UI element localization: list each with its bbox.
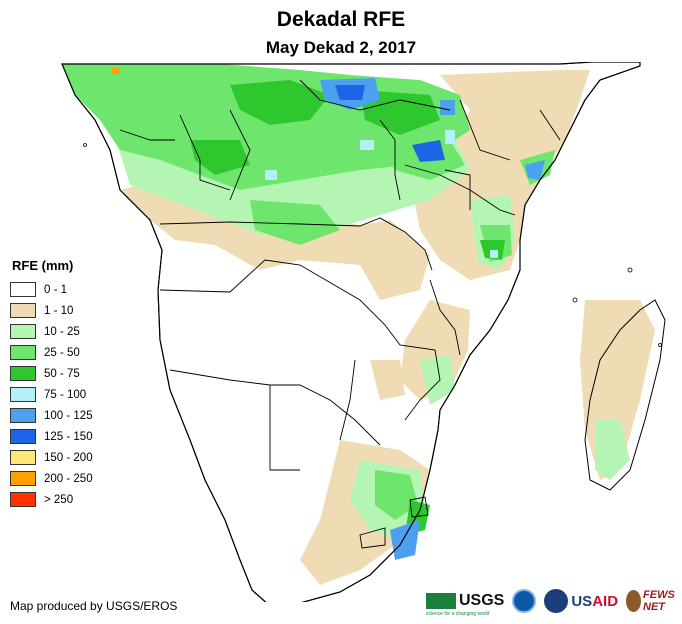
legend-rows: 0 - 1 1 - 10 10 - 25 25 - 50 50 - 75 75 - 100… (10, 279, 130, 510)
legend-label: 150 - 200 (44, 451, 93, 464)
fews-wordmark: FEWS NET (643, 589, 675, 613)
legend: RFE (mm) 0 - 1 1 - 10 10 - 25 25 - 50 50 - 7… (10, 258, 130, 510)
legend-item: 150 - 200 (10, 447, 130, 468)
legend-item: 200 - 250 (10, 468, 130, 489)
legend-title: RFE (mm) (12, 258, 74, 273)
fews-net-logo: FEWS NET (626, 589, 682, 613)
usaid-logo: USAID (544, 589, 618, 613)
legend-label: 1 - 10 (44, 304, 74, 317)
rainfall-zone-50-75 (190, 80, 505, 535)
legend-swatch (10, 387, 36, 402)
madagascar-outline (584, 299, 666, 491)
noaa-seal-icon (512, 589, 537, 613)
legend-item: > 250 (10, 489, 130, 510)
rainfall-zone-200-250 (112, 68, 120, 74)
legend-swatch (10, 345, 36, 360)
legend-swatch (10, 492, 36, 507)
legend-item: 75 - 100 (10, 384, 130, 405)
legend-swatch (10, 282, 36, 297)
rainfall-zone-75-100 (265, 130, 498, 258)
rainfall-zone-100-150 (320, 78, 545, 560)
legend-label: 0 - 1 (44, 283, 68, 296)
legend-label: 125 - 150 (44, 430, 93, 443)
legend-item: 25 - 50 (10, 342, 130, 363)
map-subtitle: May Dekad 2, 2017 (265, 38, 417, 57)
legend-label: > 250 (44, 493, 74, 506)
legend-item: 0 - 1 (10, 279, 130, 300)
fews-globe-icon (626, 590, 642, 612)
legend-item: 10 - 25 (10, 321, 130, 342)
islands (83, 143, 662, 347)
coastline (61, 62, 641, 602)
legend-swatch (10, 303, 36, 318)
legend-swatch (10, 366, 36, 381)
usaid-seal-icon (544, 589, 569, 613)
legend-label: 200 - 250 (44, 472, 93, 485)
legend-swatch (10, 408, 36, 423)
legend-label: 100 - 125 (44, 409, 93, 422)
usgs-wordmark: USGS (459, 592, 505, 609)
noaa-logo (512, 589, 537, 613)
logo-strip: science for a changing world USGS USAID … (426, 585, 682, 617)
credit-text: Map produced by USGS/EROS (10, 599, 178, 613)
rainfall-map (61, 62, 666, 602)
usgs-tagline: science for a changing world (426, 611, 490, 617)
legend-item: 100 - 125 (10, 405, 130, 426)
legend-swatch (10, 429, 36, 444)
legend-item: 50 - 75 (10, 363, 130, 384)
legend-item: 125 - 150 (10, 426, 130, 447)
legend-label: 10 - 25 (44, 325, 80, 338)
usgs-wave-icon: science for a changing world (426, 593, 489, 617)
country-borders (119, 79, 561, 549)
legend-item: 1 - 10 (10, 300, 130, 321)
map-title: Dekadal RFE (276, 8, 406, 31)
legend-swatch (10, 324, 36, 339)
legend-label: 50 - 75 (44, 367, 80, 380)
legend-swatch (10, 471, 36, 486)
usgs-logo: science for a changing world USGS (426, 592, 505, 617)
legend-label: 75 - 100 (44, 388, 87, 401)
usaid-wordmark: USAID (571, 592, 619, 610)
legend-swatch (10, 450, 36, 465)
legend-label: 25 - 50 (44, 346, 80, 359)
